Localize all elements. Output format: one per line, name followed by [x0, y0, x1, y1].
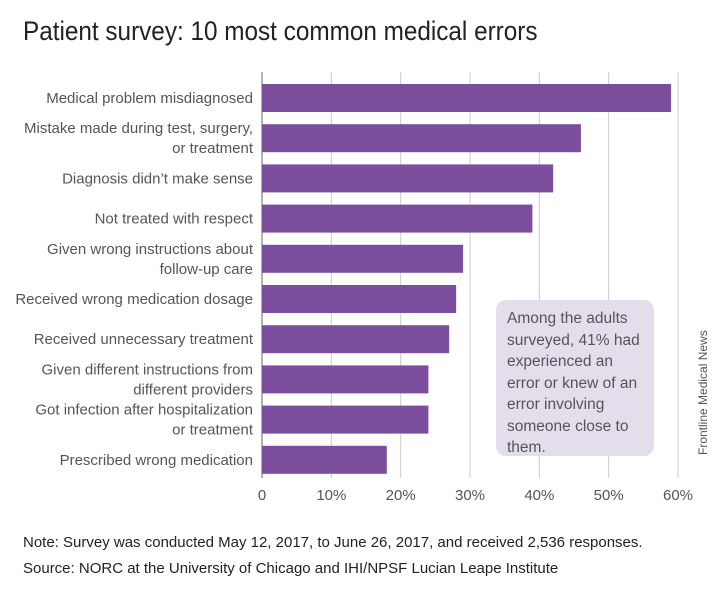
tick-label-20: 20%: [386, 487, 416, 504]
bar-5: [262, 244, 464, 273]
category-label: Given different instructions from differe…: [42, 361, 253, 398]
bar-7: [262, 325, 450, 354]
tick-label-40: 40%: [524, 487, 554, 504]
tick-label-60: 60%: [663, 487, 693, 504]
x-axis-ticks: 0 10% 20% 30% 40% 50% 60%: [258, 487, 693, 504]
category-label: Mistake made during test, surgery, or tre…: [24, 120, 254, 157]
chart-title: Patient survey: 10 most common medical e…: [23, 16, 538, 46]
category-label: Diagnosis didn’t make sense: [62, 170, 253, 187]
category-label: Prescribed wrong medication: [60, 452, 253, 469]
bar-2: [262, 124, 581, 153]
category-label: Got infection after hospitalization or tr…: [35, 402, 253, 439]
bar-6: [262, 285, 457, 313]
note-text: Survey was conducted May 12, 2017, to Ju…: [58, 534, 643, 551]
source-label: Source:: [23, 560, 75, 577]
footnote-source: Source: NORC at the University of Chicag…: [23, 560, 558, 577]
category-label: Medical problem misdiagnosed: [46, 90, 253, 107]
credit-text: Frontline Medical News: [696, 330, 710, 455]
bar-1: [262, 84, 672, 112]
tick-label-0: 0: [258, 487, 266, 504]
category-labels: Medical problem misdiagnosed Mistake made…: [15, 90, 253, 469]
footnote-note: Note: Survey was conducted May 12, 2017,…: [23, 534, 643, 551]
category-label: Received wrong medication dosage: [15, 291, 253, 308]
tick-label-50: 50%: [594, 487, 624, 504]
bar-8: [262, 365, 429, 394]
note-label: Note:: [23, 534, 59, 551]
bar-9: [262, 405, 429, 434]
category-label: Given wrong instructions about follow-up …: [47, 241, 254, 278]
tick-label-30: 30%: [455, 487, 485, 504]
annotation-box: Among the adults surveyed, 41% had exper…: [496, 300, 654, 456]
category-label: Not treated with respect: [95, 211, 254, 228]
bar-4: [262, 204, 533, 233]
category-label: Received unnecessary treatment: [34, 331, 254, 348]
tick-label-10: 10%: [316, 487, 346, 504]
bar-10: [262, 445, 387, 474]
bars: [262, 84, 672, 474]
bar-3: [262, 164, 554, 193]
source-text: NORC at the University of Chicago and IH…: [74, 560, 559, 577]
